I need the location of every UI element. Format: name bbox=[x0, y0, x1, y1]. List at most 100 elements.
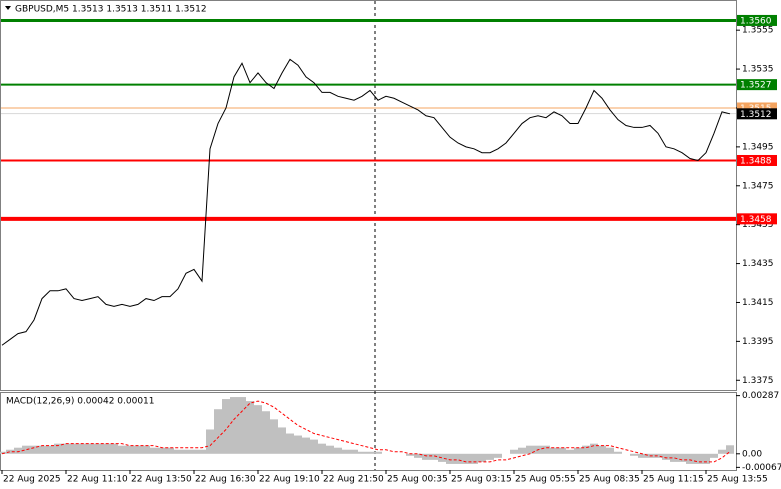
y-tick-label: 0.00 bbox=[742, 449, 762, 459]
histogram-bar bbox=[302, 437, 310, 454]
level-label-box bbox=[737, 79, 777, 91]
y-tick-label: 1.3435 bbox=[742, 259, 774, 269]
histogram-bar bbox=[0, 451, 6, 454]
histogram-bar bbox=[142, 445, 150, 454]
histogram-bar bbox=[158, 447, 166, 454]
x-tick-label: 22 Aug 13:50 bbox=[131, 475, 192, 485]
histogram-bar bbox=[478, 453, 486, 462]
histogram-bar bbox=[102, 443, 110, 454]
histogram-bar bbox=[486, 453, 494, 460]
histogram-bar bbox=[294, 435, 302, 454]
histogram-bar bbox=[702, 453, 710, 464]
x-tick-label: 25 Aug 13:55 bbox=[707, 475, 768, 485]
y-tick-label: 1.3475 bbox=[742, 181, 774, 191]
histogram-bar bbox=[326, 445, 334, 454]
histogram-bar bbox=[526, 445, 534, 454]
histogram-bar bbox=[566, 449, 574, 454]
histogram-bar bbox=[614, 451, 622, 454]
histogram-bar bbox=[246, 401, 254, 454]
histogram-bar bbox=[118, 445, 126, 454]
histogram-bar bbox=[662, 453, 670, 460]
histogram-bar bbox=[78, 443, 86, 454]
price-line bbox=[1, 58, 731, 346]
x-tick-label: 25 Aug 05:55 bbox=[515, 475, 576, 485]
x-tick-label: 22 Aug 19:10 bbox=[259, 475, 320, 485]
x-tick-label: 25 Aug 00:35 bbox=[387, 475, 448, 485]
histogram-bar bbox=[14, 447, 22, 454]
macd-title: MACD(12,26,9) 0.00042 0.00011 bbox=[6, 397, 155, 407]
histogram-bar bbox=[598, 445, 606, 454]
histogram-bar bbox=[446, 453, 454, 464]
y-tick-label: 1.3395 bbox=[742, 337, 774, 347]
histogram-bar bbox=[110, 443, 118, 454]
histogram-bar bbox=[606, 447, 614, 454]
x-tick-label: 22 Aug 2025 bbox=[3, 475, 61, 485]
histogram-bar bbox=[30, 445, 38, 454]
histogram-bar bbox=[462, 453, 470, 464]
main-panel bbox=[0, 0, 737, 391]
y-tick-label: -0.00067 bbox=[742, 463, 781, 473]
level-label-box bbox=[737, 213, 777, 225]
x-tick-label: 22 Aug 21:50 bbox=[323, 475, 384, 485]
histogram-bar bbox=[414, 453, 422, 458]
macd-panel bbox=[0, 392, 737, 471]
histogram-bar bbox=[510, 449, 518, 454]
histogram-bar bbox=[374, 451, 382, 454]
level-label: 1.3512 bbox=[740, 110, 772, 120]
histogram-bar bbox=[126, 445, 134, 454]
histogram-bar bbox=[718, 449, 726, 454]
histogram-bar bbox=[454, 453, 462, 464]
histogram-bar bbox=[366, 451, 374, 454]
histogram-bar bbox=[190, 449, 198, 454]
histogram-bar bbox=[134, 445, 142, 454]
histogram-bar bbox=[422, 453, 430, 460]
histogram-bar bbox=[726, 445, 734, 454]
histogram-bar bbox=[438, 453, 446, 462]
histogram-bar bbox=[230, 397, 238, 454]
histogram-bar bbox=[358, 451, 366, 454]
level-label-box bbox=[737, 102, 777, 114]
y-tick-label: 1.3455 bbox=[742, 220, 774, 230]
histogram-bar bbox=[710, 453, 718, 458]
histogram-bar bbox=[174, 449, 182, 454]
histogram-bar bbox=[542, 445, 550, 454]
level-label: 1.3488 bbox=[740, 156, 772, 166]
histogram-bar bbox=[318, 443, 326, 454]
level-label: 1.3527 bbox=[740, 81, 772, 91]
histogram-bar bbox=[558, 447, 566, 454]
histogram-bar bbox=[430, 453, 438, 460]
x-tick-label: 25 Aug 03:15 bbox=[451, 475, 512, 485]
x-tick-label: 25 Aug 11:15 bbox=[643, 475, 704, 485]
histogram-bar bbox=[494, 453, 502, 458]
histogram-bar bbox=[582, 445, 590, 454]
y-tick-label: 0.00287 bbox=[742, 391, 779, 401]
y-tick-label: 1.3535 bbox=[742, 65, 774, 75]
histogram-bar bbox=[630, 453, 638, 456]
histogram-bar bbox=[22, 445, 30, 454]
level-label: 1.3560 bbox=[740, 16, 772, 26]
histogram-bar bbox=[6, 449, 14, 454]
histogram-bar bbox=[46, 445, 54, 454]
x-tick-label: 22 Aug 16:30 bbox=[195, 475, 256, 485]
histogram-bar bbox=[678, 453, 686, 462]
histogram-bar bbox=[86, 443, 94, 454]
chart-title: GBPUSD,M5 1.3513 1.3513 1.3511 1.3512 bbox=[15, 5, 207, 15]
histogram-bar bbox=[350, 449, 358, 454]
histogram-bar bbox=[694, 453, 702, 464]
x-tick-label: 25 Aug 08:35 bbox=[579, 475, 640, 485]
histogram-bar bbox=[214, 409, 222, 454]
histogram-bar bbox=[238, 397, 246, 454]
histogram-bar bbox=[198, 449, 206, 454]
level-label: 1.3458 bbox=[740, 215, 772, 225]
histogram-bar bbox=[470, 453, 478, 464]
histogram-bar bbox=[518, 447, 526, 454]
histogram-bar bbox=[70, 443, 78, 454]
histogram-bar bbox=[54, 443, 62, 454]
histogram-bar bbox=[278, 427, 286, 454]
histogram-bar bbox=[286, 433, 294, 454]
histogram-bar bbox=[254, 405, 262, 454]
y-tick-label: 1.3415 bbox=[742, 298, 774, 308]
histogram-bar bbox=[550, 447, 558, 454]
histogram-bar bbox=[150, 447, 158, 454]
